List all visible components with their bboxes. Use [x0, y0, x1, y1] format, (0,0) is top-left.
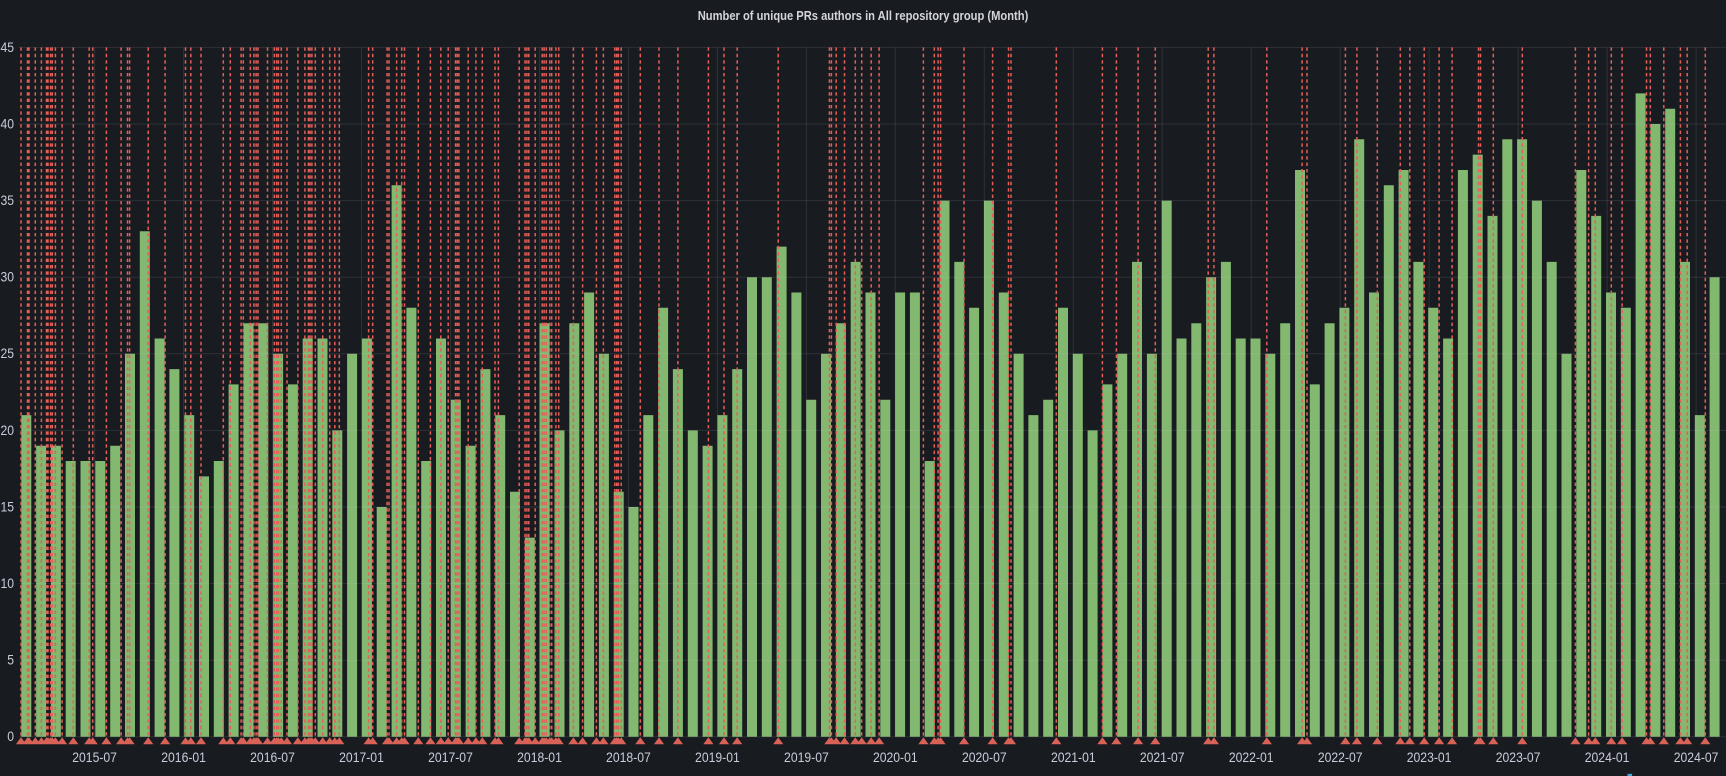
svg-text:2018-07: 2018-07	[606, 749, 651, 765]
svg-text:2022-07: 2022-07	[1318, 749, 1363, 765]
svg-text:2021-01: 2021-01	[1051, 749, 1096, 765]
svg-text:25: 25	[0, 346, 14, 362]
svg-text:2024-01: 2024-01	[1585, 749, 1630, 765]
svg-text:15: 15	[0, 499, 14, 515]
svg-text:0: 0	[7, 729, 14, 745]
svg-text:40: 40	[0, 116, 14, 132]
svg-text:2020-01: 2020-01	[873, 749, 918, 765]
svg-text:2017-07: 2017-07	[428, 749, 473, 765]
svg-text:2021-07: 2021-07	[1140, 749, 1185, 765]
svg-text:2023-07: 2023-07	[1496, 749, 1541, 765]
svg-text:20: 20	[0, 422, 14, 438]
svg-text:35: 35	[0, 192, 14, 208]
svg-text:2022-01: 2022-01	[1229, 749, 1274, 765]
svg-text:2016-01: 2016-01	[161, 749, 206, 765]
svg-text:5: 5	[7, 652, 14, 668]
svg-text:30: 30	[0, 269, 14, 285]
svg-text:2015-07: 2015-07	[72, 749, 117, 765]
svg-text:10: 10	[0, 575, 14, 591]
svg-text:2024-07: 2024-07	[1674, 749, 1719, 765]
svg-text:45: 45	[0, 39, 14, 55]
svg-text:2019-01: 2019-01	[695, 749, 740, 765]
svg-text:2016-07: 2016-07	[250, 749, 295, 765]
svg-text:Number of unique PRs authors i: Number of unique PRs authors in All repo…	[698, 8, 1029, 23]
svg-text:2020-07: 2020-07	[962, 749, 1007, 765]
svg-text:2017-01: 2017-01	[339, 749, 384, 765]
svg-text:2019-07: 2019-07	[784, 749, 829, 765]
svg-text:2018-01: 2018-01	[517, 749, 562, 765]
svg-text:2023-01: 2023-01	[1407, 749, 1452, 765]
